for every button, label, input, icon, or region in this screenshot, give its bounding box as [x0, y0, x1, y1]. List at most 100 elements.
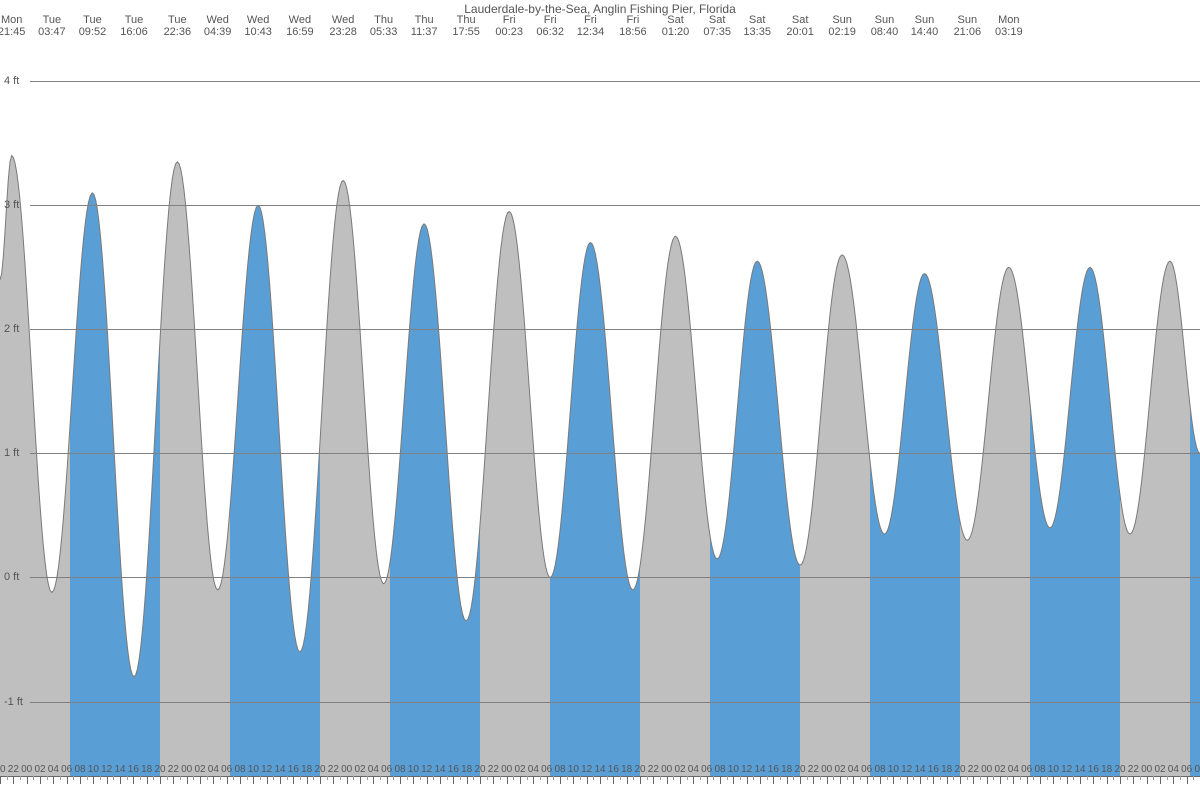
x-tick-label: 16 [1088, 764, 1099, 775]
tick-major [1093, 776, 1094, 784]
tick-minor [180, 776, 181, 780]
tick-major [720, 776, 721, 784]
gridline [30, 702, 1200, 703]
gridline [30, 205, 1200, 206]
tick-major [507, 776, 508, 784]
x-tick-label: 16 [128, 764, 139, 775]
x-tick-label: 04 [48, 764, 59, 775]
x-tick-label: 20 [634, 764, 645, 775]
tick-major [53, 776, 54, 784]
tick-major [227, 776, 228, 784]
tick-minor [220, 776, 221, 780]
tick-major [267, 776, 268, 784]
tick-minor [567, 776, 568, 780]
tick-minor [367, 776, 368, 780]
tick-major [0, 776, 1, 784]
y-axis-label: 3 ft [4, 199, 19, 211]
tick-minor [60, 776, 61, 780]
tick-major [13, 776, 14, 784]
x-tick-label: 04 [1008, 764, 1019, 775]
header-label-row: Mon21:45Tue03:47Tue09:52Tue16:06Tue22:36… [0, 14, 1200, 44]
x-tick-label: 04 [208, 764, 219, 775]
x-tick-label: 22 [1128, 764, 1139, 775]
tick-minor [100, 776, 101, 780]
x-tick-label: 10 [728, 764, 739, 775]
x-tick-label: 02 [514, 764, 525, 775]
x-tick-label: 12 [261, 764, 272, 775]
tick-minor [1073, 776, 1074, 780]
header-tide-label: Sat01:20 [662, 14, 690, 38]
tick-minor [700, 776, 701, 780]
tick-minor [87, 776, 88, 780]
gridline [30, 453, 1200, 454]
header-tide-label: Thu11:37 [411, 14, 438, 38]
tick-major [280, 776, 281, 784]
gridline [30, 577, 1200, 578]
tick-minor [447, 776, 448, 780]
tick-major [307, 776, 308, 784]
x-tick-label: 08 [874, 764, 885, 775]
x-tick-label: 16 [448, 764, 459, 775]
x-tick-label: 12 [1061, 764, 1072, 775]
x-tick-label: 18 [1101, 764, 1112, 775]
tick-minor [20, 776, 21, 780]
tick-minor [513, 776, 514, 780]
header-tide-label: Tue16:06 [120, 14, 148, 38]
x-tick-label: 22 [488, 764, 499, 775]
tick-minor [887, 776, 888, 780]
tick-major [360, 776, 361, 784]
tick-major [1067, 776, 1068, 784]
tick-major [493, 776, 494, 784]
tick-major [133, 776, 134, 784]
tick-minor [820, 776, 821, 780]
tick-minor [1167, 776, 1168, 780]
tick-major [973, 776, 974, 784]
x-tick-label: 02 [674, 764, 685, 775]
tick-major [213, 776, 214, 784]
header-tide-label: Sat07:35 [703, 14, 731, 38]
tick-minor [860, 776, 861, 780]
tick-major [573, 776, 574, 784]
tide-area-svg [0, 0, 1200, 800]
x-tick-label: 08 [1194, 764, 1200, 775]
tick-major [587, 776, 588, 784]
header-tide-label: Fri06:32 [536, 14, 564, 38]
x-tick-label: 10 [568, 764, 579, 775]
y-axis-label: 2 ft [4, 323, 19, 335]
tick-major [373, 776, 374, 784]
y-axis-label: 4 ft [4, 75, 19, 87]
x-tick-label: 22 [968, 764, 979, 775]
tick-minor [327, 776, 328, 780]
tick-minor [140, 776, 141, 780]
tick-major [80, 776, 81, 784]
tick-minor [1153, 776, 1154, 780]
x-tick-label: 00 [181, 764, 192, 775]
tick-major [627, 776, 628, 784]
tick-major [440, 776, 441, 784]
tick-minor [1047, 776, 1048, 780]
x-tick-label: 00 [21, 764, 32, 775]
tick-minor [713, 776, 714, 780]
tick-major [880, 776, 881, 784]
x-tick-label: 18 [141, 764, 152, 775]
x-tick-label: 00 [501, 764, 512, 775]
tick-minor [1140, 776, 1141, 780]
x-tick-label: 08 [714, 764, 725, 775]
tick-minor [260, 776, 261, 780]
header-tide-label: Sun02:19 [828, 14, 856, 38]
tick-major [480, 776, 481, 784]
tick-minor [967, 776, 968, 780]
x-tick-label: 10 [248, 764, 259, 775]
x-tick-label: 06 [1021, 764, 1032, 775]
tick-major [533, 776, 534, 784]
tick-major [840, 776, 841, 784]
tick-minor [1180, 776, 1181, 780]
tick-major [947, 776, 948, 784]
x-tick-label: 06 [1181, 764, 1192, 775]
x-tick-label: 22 [808, 764, 819, 775]
tick-minor [833, 776, 834, 780]
tick-major [800, 776, 801, 784]
tick-major [747, 776, 748, 784]
x-tick-label: 02 [194, 764, 205, 775]
tick-major [427, 776, 428, 784]
